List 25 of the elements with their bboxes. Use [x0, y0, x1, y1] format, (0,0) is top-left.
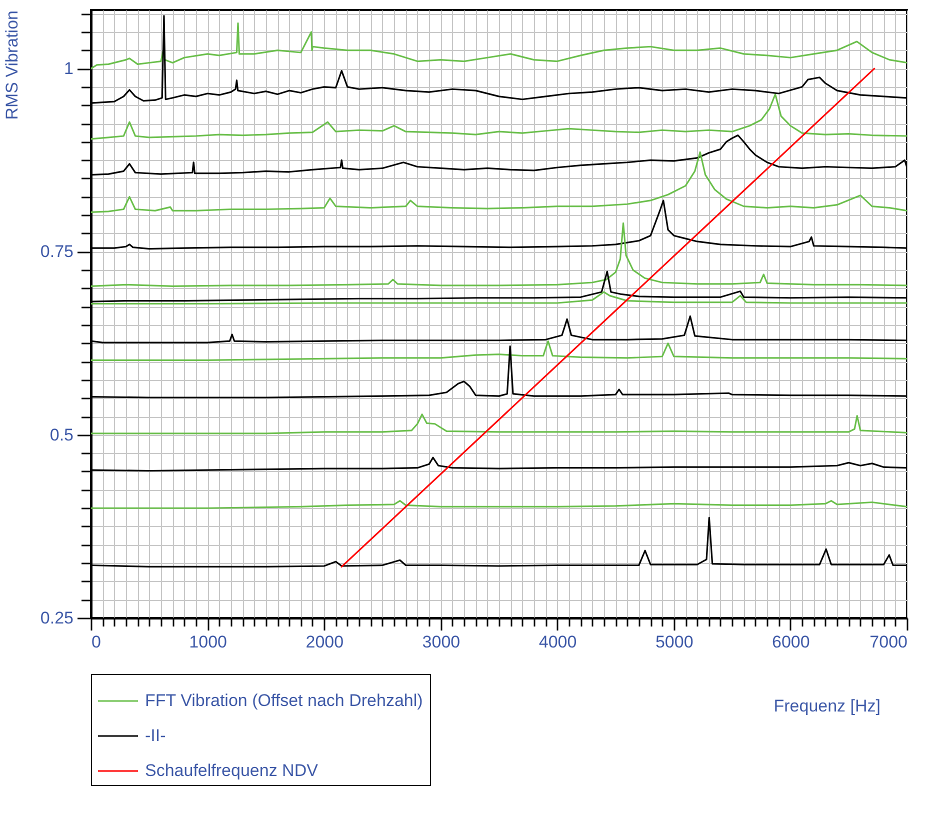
line-series [91, 291, 907, 305]
legend-label: Schaufelfrequenz NDV [145, 761, 319, 780]
y-tick-label: 0.25 [40, 608, 74, 628]
legend-label: FFT Vibration (Offset nach Drehzahl) [145, 691, 423, 710]
x-tick-label: 5000 [655, 632, 694, 652]
y-tick-label: 0.5 [50, 425, 74, 444]
line-series [91, 22, 907, 70]
x-tick-label: 2000 [306, 632, 344, 652]
x-tick-label: 6000 [772, 632, 810, 652]
x-tick-label: 1000 [189, 632, 227, 652]
line-series [91, 340, 907, 361]
x-tick-label: 3000 [422, 632, 460, 652]
y-axis-title: RMS Vibration [2, 10, 22, 120]
y-tick-label: 1 [64, 59, 74, 78]
line-series [91, 93, 907, 140]
x-tick-label: 4000 [538, 632, 577, 652]
line-series [91, 500, 907, 509]
line-series [91, 414, 907, 434]
line-series [91, 222, 907, 287]
x-axis-title: Frequenz [Hz] [774, 696, 880, 716]
x-tick-label: 0 [92, 632, 101, 652]
line-series [91, 151, 907, 213]
legend-label: -II- [145, 726, 166, 745]
x-tick-label: 7000 [870, 632, 908, 652]
y-tick-label: 0.75 [40, 242, 74, 262]
